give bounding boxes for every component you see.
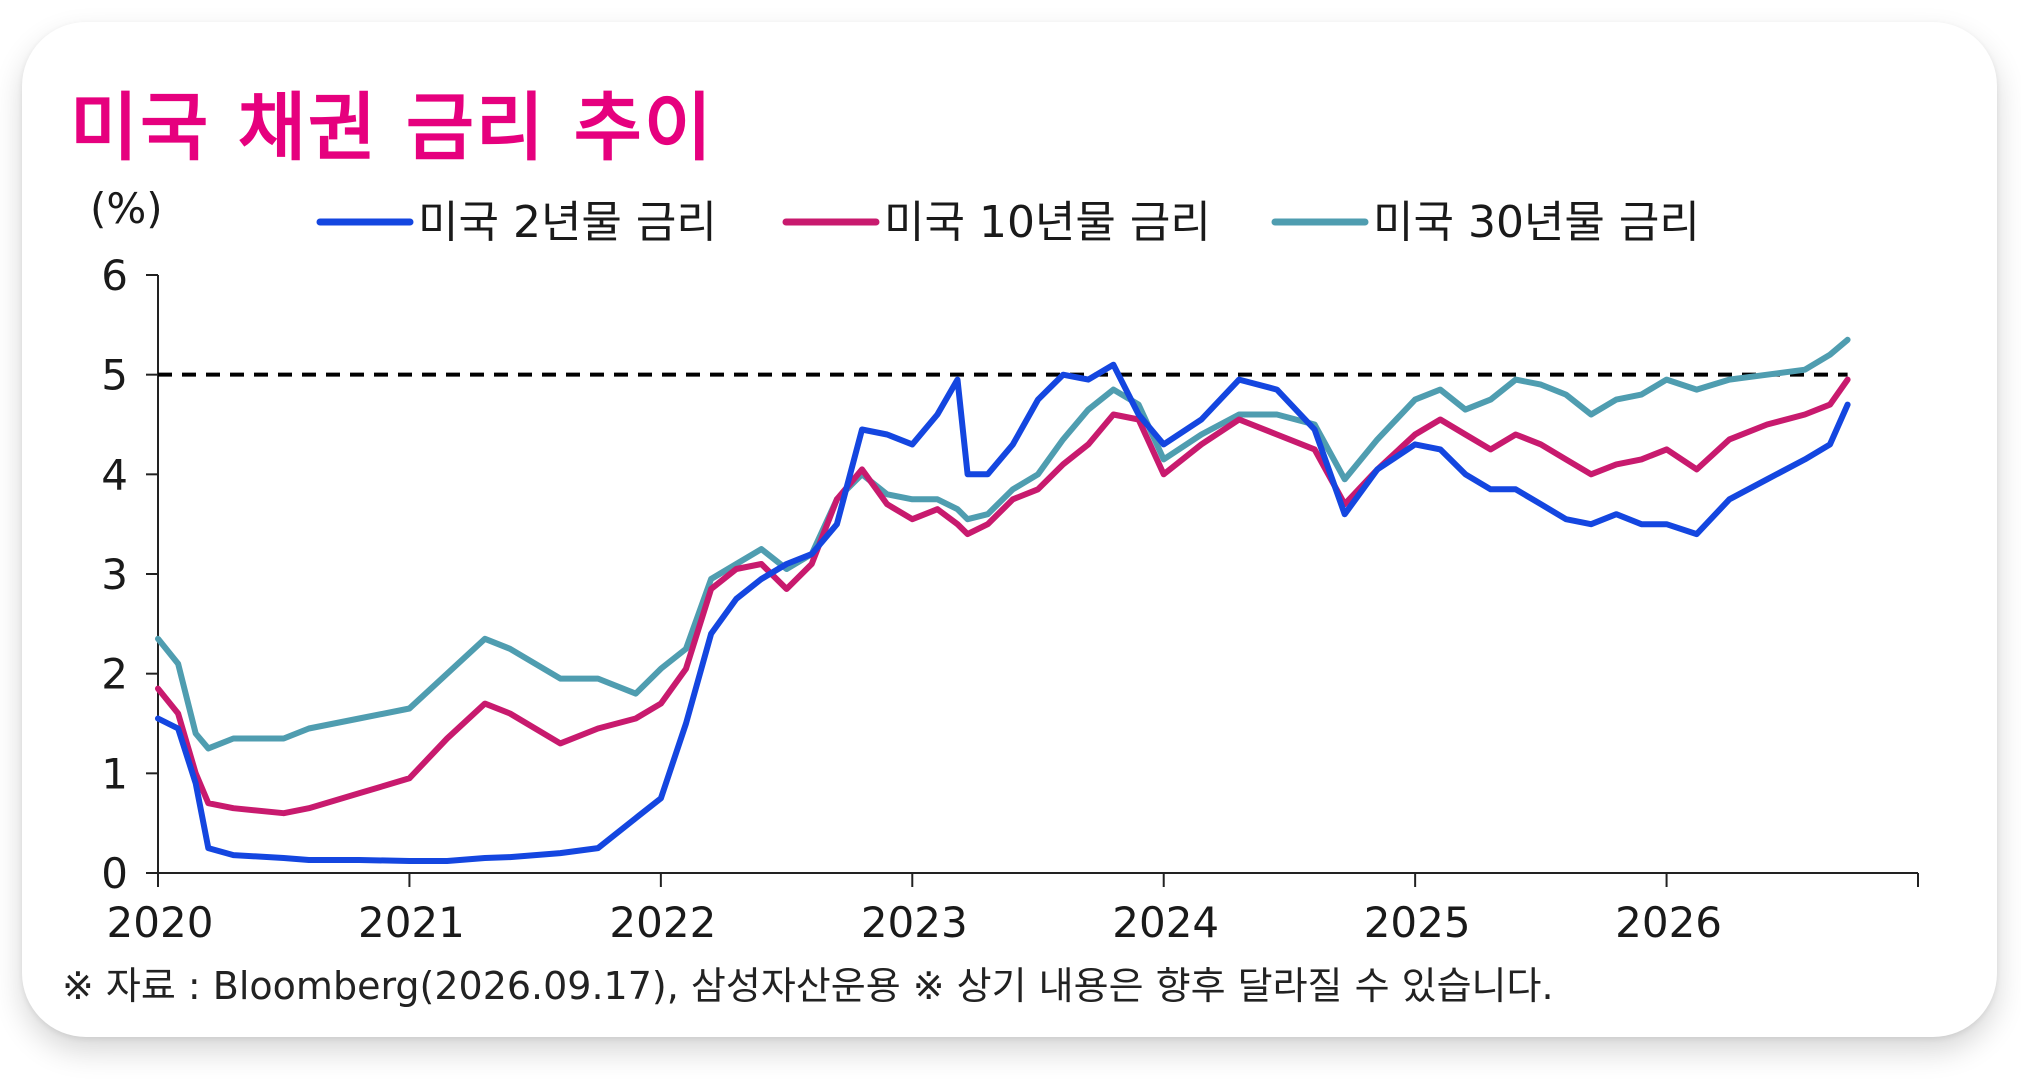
x-tick-label: 2025	[1364, 898, 1471, 947]
y-tick-label: 2	[101, 650, 128, 699]
series-line-us30y	[155, 336, 1851, 752]
y-tick-label: 1	[101, 749, 128, 798]
y-axis-unit-label: (%)	[90, 184, 163, 233]
series-line-us10y	[155, 376, 1851, 817]
x-tick-label: 2020	[107, 898, 214, 947]
legend-label-us2y: 미국 2년물 금리	[418, 197, 717, 248]
x-tick-label: 2026	[1615, 898, 1722, 947]
y-tick-label: 5	[101, 351, 128, 400]
series-lines	[155, 336, 1851, 864]
x-tick-label: 2021	[358, 898, 465, 947]
y-tick-label: 0	[101, 849, 128, 898]
legend-label-us30y: 미국 30년물 금리	[1373, 197, 1700, 248]
y-tick-label: 3	[101, 550, 128, 599]
x-tick-label: 2022	[609, 898, 716, 947]
x-tick-label: 2023	[861, 898, 968, 947]
series-line-us2y	[155, 361, 1851, 864]
y-tick-label: 6	[101, 251, 128, 300]
chart-card	[22, 22, 1997, 1037]
x-tick-label: 2024	[1112, 898, 1219, 947]
chart-title: 미국 채권 금리 추이	[70, 85, 714, 171]
legend-label-us10y: 미국 10년물 금리	[884, 197, 1211, 248]
y-tick-label: 4	[101, 450, 128, 499]
legend: 미국 2년물 금리 미국 10년물 금리 미국 30년물 금리	[316, 197, 1700, 248]
axes: 0 1 2 3 4 5 6 (%) 2020 2021 2022 2023 2024 2025 2026	[90, 184, 1919, 947]
source-footnote: ※ 자료 : Bloomberg(2026.09.17), 삼성자산운용 ※ 상…	[62, 964, 1554, 1008]
